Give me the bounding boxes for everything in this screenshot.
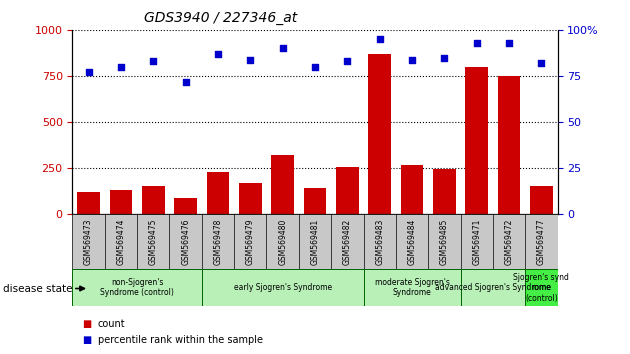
Point [504,40,514,46]
Point [439,55,449,61]
Bar [336,167,358,214]
Text: GSM569471: GSM569471 [472,218,481,265]
Bar [525,269,558,306]
Point [245,57,255,62]
Text: GSM569474: GSM569474 [117,218,125,265]
Bar [110,190,132,214]
Text: early Sjogren's Syndrome: early Sjogren's Syndrome [234,283,332,292]
Point [278,46,288,51]
Text: GSM569482: GSM569482 [343,218,352,265]
Bar [530,185,553,214]
Point [472,40,482,46]
Point [310,64,320,70]
Text: GSM569484: GSM569484 [408,218,416,265]
Point [148,58,158,64]
Point [181,79,191,85]
Text: GSM569476: GSM569476 [181,218,190,265]
Text: percentile rank within the sample: percentile rank within the sample [98,335,263,345]
Bar [433,169,455,214]
Text: non-Sjogren's
Syndrome (control): non-Sjogren's Syndrome (control) [100,278,174,297]
Text: GDS3940 / 227346_at: GDS3940 / 227346_at [144,11,297,25]
Bar [142,185,164,214]
Text: GSM569477: GSM569477 [537,218,546,265]
Point [84,70,94,75]
Bar [364,269,461,306]
Text: disease state: disease state [3,284,72,293]
Point [407,57,417,62]
Point [536,61,546,66]
Text: ■: ■ [82,335,91,345]
Text: GSM569472: GSM569472 [505,218,513,265]
Bar [498,76,520,214]
Point [342,58,352,64]
Text: advanced Sjogren's Syndrome: advanced Sjogren's Syndrome [435,283,551,292]
Text: GSM569483: GSM569483 [375,218,384,265]
Bar [72,269,202,306]
Bar [304,188,326,214]
Bar [202,269,364,306]
Text: moderate Sjogren's
Syndrome: moderate Sjogren's Syndrome [375,278,449,297]
Bar [369,54,391,214]
Text: GSM569475: GSM569475 [149,218,158,265]
Text: GSM569485: GSM569485 [440,218,449,265]
Text: GSM569473: GSM569473 [84,218,93,265]
Bar [401,165,423,214]
Point [213,51,223,57]
Text: Sjogren's synd
rome
(control): Sjogren's synd rome (control) [513,273,570,303]
Bar [77,192,100,214]
Bar [272,155,294,214]
Text: ■: ■ [82,319,91,329]
Text: GSM569479: GSM569479 [246,218,255,265]
Point [116,64,126,70]
Bar [461,269,525,306]
Text: count: count [98,319,125,329]
Bar [207,172,229,214]
Point [375,36,385,42]
Text: GSM569480: GSM569480 [278,218,287,265]
Bar [175,198,197,214]
Bar [239,183,261,214]
Text: GSM569481: GSM569481 [311,218,319,265]
Text: GSM569478: GSM569478 [214,218,222,265]
Bar [466,67,488,214]
